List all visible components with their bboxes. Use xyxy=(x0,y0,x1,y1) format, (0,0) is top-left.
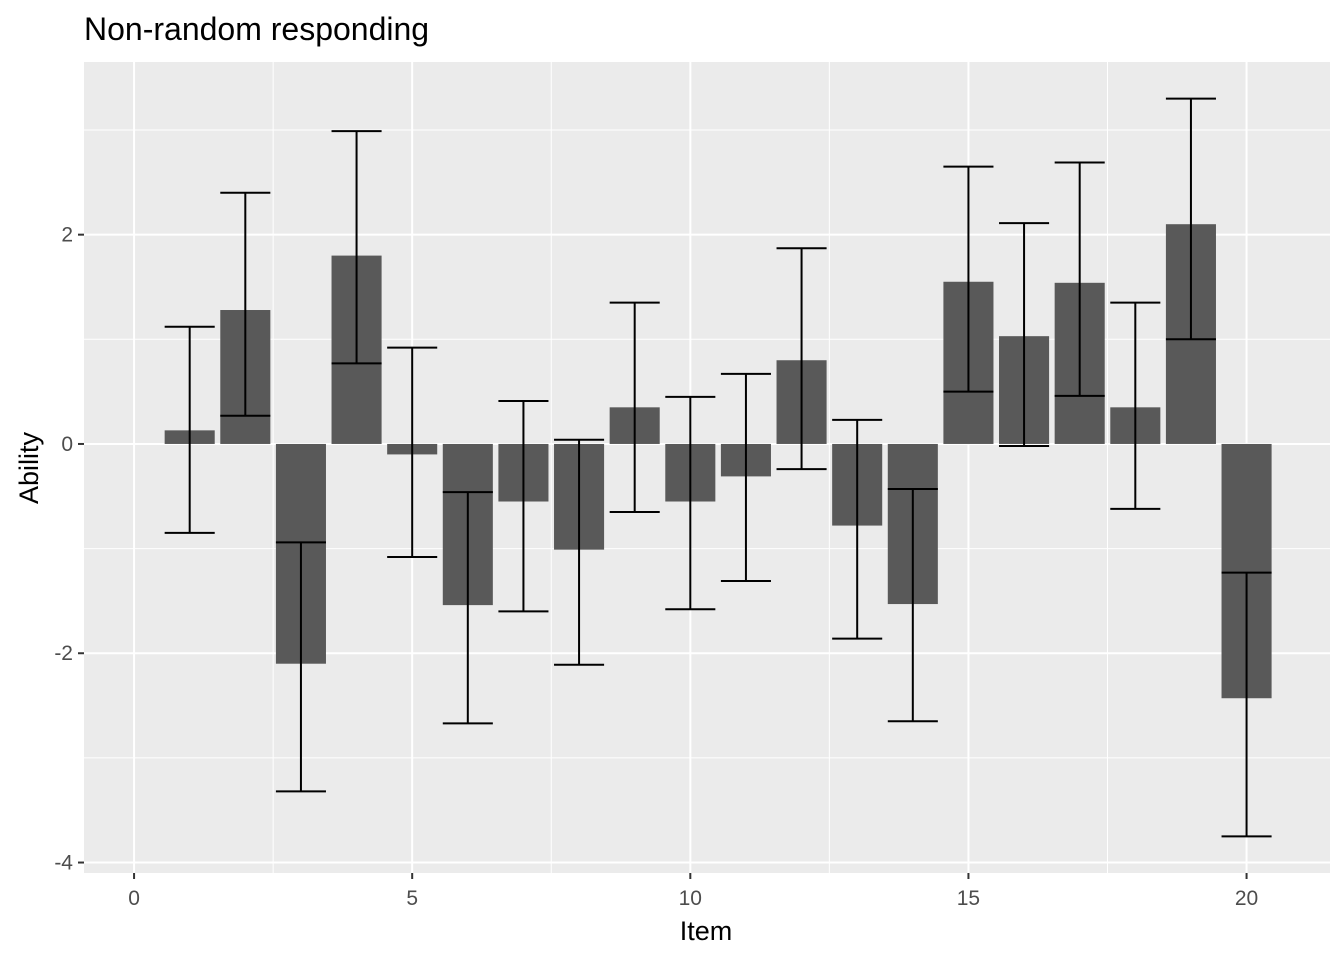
errorbar-item-9 xyxy=(609,301,660,513)
errorbar-item-5 xyxy=(387,346,438,558)
errorbar-item-7 xyxy=(498,400,549,613)
errorbar-item-19 xyxy=(1165,97,1216,341)
errorbar-item-8 xyxy=(554,438,605,666)
errorbar-item-2 xyxy=(220,191,271,417)
errorbar-item-13 xyxy=(832,418,883,640)
y-tick-label: 0 xyxy=(61,433,73,456)
y-tick-label: 2 xyxy=(61,224,73,247)
errorbar-item-15 xyxy=(943,165,994,393)
x-axis-title: Item xyxy=(680,916,733,946)
x-axis: 0 5 10 15 20 xyxy=(128,873,1258,910)
errorbar-item-6 xyxy=(442,491,493,725)
errorbar-item-20 xyxy=(1221,571,1272,838)
x-tick-label: 20 xyxy=(1235,887,1258,910)
y-axis-title: Ability xyxy=(14,431,44,504)
error-bars xyxy=(164,97,1272,838)
x-tick-label: 10 xyxy=(679,887,702,910)
errorbar-item-16 xyxy=(999,222,1050,448)
errorbar-item-17 xyxy=(1054,161,1105,397)
errorbar-item-10 xyxy=(665,395,716,611)
errorbar-item-11 xyxy=(720,372,771,583)
errorbar-item-14 xyxy=(887,487,938,723)
errorbar-item-18 xyxy=(1110,301,1161,510)
x-tick-label: 5 xyxy=(406,887,418,910)
y-axis: -4 -2 0 2 xyxy=(54,224,84,875)
y-tick-label: -2 xyxy=(54,642,73,665)
errorbar-item-12 xyxy=(776,247,827,471)
errorbar-item-3 xyxy=(275,541,326,793)
chart-title: Non-random responding xyxy=(84,11,429,47)
errorbar-item-1 xyxy=(164,325,215,534)
errorbar-item-4 xyxy=(331,130,382,365)
x-tick-label: 0 xyxy=(128,887,140,910)
y-tick-label: -4 xyxy=(54,852,73,875)
x-tick-label: 15 xyxy=(957,887,980,910)
